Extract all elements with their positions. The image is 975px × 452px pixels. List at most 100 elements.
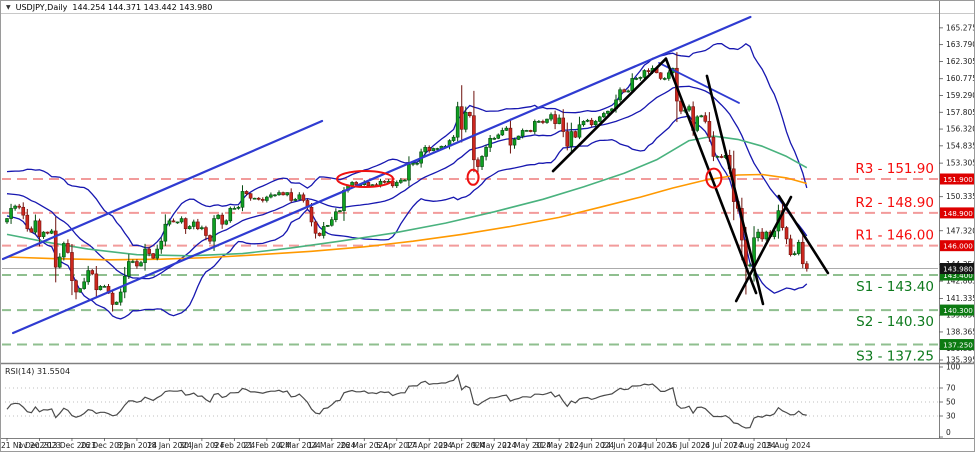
price-axis: 165.275 163.790 162.305 160.775 159.290 157.8… xyxy=(939,23,975,438)
candle-body xyxy=(662,78,667,80)
trendline-pullback-resistance-black[interactable] xyxy=(777,194,830,275)
candle-body xyxy=(488,138,492,148)
candle-body xyxy=(463,112,468,130)
price-tick-label: 147.320 xyxy=(946,226,975,235)
candle-body xyxy=(711,136,716,157)
chevron-down-icon[interactable]: ▼ xyxy=(6,3,11,11)
candle-body xyxy=(516,135,521,140)
bollinger-lower xyxy=(6,115,808,320)
price-pane[interactable]: R3 - 151.90 R2 - 148.90 R1 - 146.00 S1 - 14… xyxy=(1,15,939,365)
svg-text:146.000: 146.000 xyxy=(943,242,973,251)
date-tick-label: 30 Jan 2024 xyxy=(179,441,224,450)
candle-body xyxy=(524,130,529,132)
price-tick-label: 156.320 xyxy=(946,125,975,134)
candle-body xyxy=(602,113,606,118)
rsi-pane[interactable] xyxy=(1,373,939,429)
level-label-s2: S2 - 140.30 xyxy=(856,314,934,330)
price-tick-label: 157.805 xyxy=(946,108,975,117)
date-tick-label: 17 Apr 2024 xyxy=(406,441,453,450)
candle-body xyxy=(90,270,95,275)
candle-body xyxy=(167,220,172,225)
candle-body xyxy=(784,227,789,240)
candle-body xyxy=(403,179,407,182)
candle-body xyxy=(232,208,237,210)
candle-body xyxy=(5,218,9,223)
candle-body xyxy=(135,261,139,267)
candle-body xyxy=(459,106,464,130)
candle-body xyxy=(626,90,630,93)
candle-body xyxy=(163,223,168,242)
candle-body xyxy=(301,194,306,201)
candle-body xyxy=(49,230,54,234)
candle-body xyxy=(699,115,704,118)
trendlines xyxy=(2,15,830,335)
candle-body xyxy=(204,227,208,236)
support-resistance-lines xyxy=(2,178,938,346)
price-tick-label: 138.365 xyxy=(946,327,975,336)
trendline-ascending-channel-upper[interactable] xyxy=(2,119,324,261)
candle-body xyxy=(155,248,160,259)
candle-body xyxy=(508,127,513,146)
candle-body xyxy=(354,182,358,185)
candle-body xyxy=(760,231,764,240)
date-tick-label: 1 Dec 2023 xyxy=(18,441,61,450)
candle-body xyxy=(139,262,143,267)
candle-body xyxy=(216,214,220,219)
candle-body xyxy=(289,192,294,201)
candle-body xyxy=(224,220,229,225)
level-label-s1: S1 - 143.40 xyxy=(856,279,934,295)
trendline-rebound-support-black[interactable] xyxy=(734,195,793,303)
date-tick-label: 21 May 2024 xyxy=(502,441,551,450)
candle-body xyxy=(719,156,724,158)
trendline-crash-resistance-black[interactable] xyxy=(664,57,758,295)
date-tick-label: 29 Apr 2024 xyxy=(439,441,486,450)
trendline-minor-descending-blue[interactable] xyxy=(658,62,740,104)
candle-body xyxy=(541,121,545,123)
candle-body xyxy=(703,115,708,122)
date-tick-label: 12 Jun 2024 xyxy=(569,441,614,450)
retest-ellipse-august[interactable] xyxy=(705,167,723,189)
candle-body xyxy=(553,114,557,124)
level-label-r1: R1 - 146.00 xyxy=(855,228,934,244)
rsi-tick-label: 50 xyxy=(946,398,956,407)
candle-body xyxy=(208,235,212,242)
candle-body xyxy=(17,205,21,208)
candle-body xyxy=(394,182,399,187)
current-price-tag: 143.980 xyxy=(940,262,974,274)
rsi-line xyxy=(6,373,807,429)
candle-body xyxy=(687,106,691,111)
candle-body xyxy=(338,210,342,213)
candle-body xyxy=(472,115,476,161)
candle-body xyxy=(57,256,62,268)
svg-text:151.900: 151.900 xyxy=(943,175,973,184)
candle-body xyxy=(191,221,196,227)
candle-body xyxy=(800,241,805,265)
date-tick-label: 19 Aug 2024 xyxy=(762,441,810,450)
price-tick-label: 141.335 xyxy=(946,294,975,303)
bollinger-upper xyxy=(6,42,808,249)
candle-body xyxy=(451,136,456,141)
candle-body xyxy=(236,206,241,209)
trendline-ascending-channel-main[interactable] xyxy=(11,15,752,335)
candle-body xyxy=(492,138,497,140)
candle-body xyxy=(565,131,570,147)
candle-body xyxy=(399,179,403,183)
candle-body xyxy=(25,214,30,230)
candle-body xyxy=(573,131,578,138)
candle-body xyxy=(666,72,671,79)
candle-body xyxy=(37,220,42,237)
candle-body xyxy=(228,208,233,222)
retest-ellipse-may[interactable] xyxy=(466,168,480,186)
candle-body xyxy=(569,131,574,147)
candle-body xyxy=(504,127,509,131)
candle-body xyxy=(329,219,334,226)
price-tag-r1: 146.000 xyxy=(940,240,974,252)
candle-body xyxy=(260,199,265,201)
candle-body xyxy=(66,243,70,253)
candle-body xyxy=(715,156,720,158)
trendline-rally-support-black[interactable] xyxy=(551,57,668,173)
candle-body xyxy=(658,72,663,79)
consolidation-ellipse-march[interactable] xyxy=(336,170,395,188)
